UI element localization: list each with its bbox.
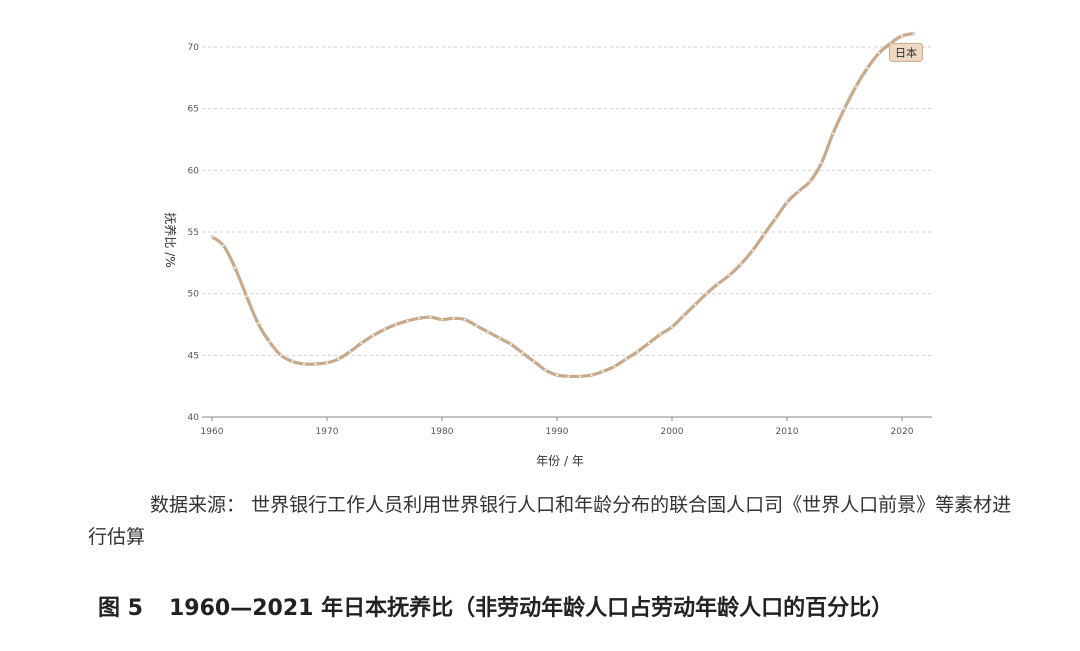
- data-point-1964: [256, 322, 260, 325]
- data-point-2021: [912, 32, 915, 35]
- data-point-1961: [222, 244, 225, 247]
- data-point-1999: [659, 333, 662, 336]
- data-point-2000: [670, 325, 674, 329]
- x-tick-label-1970: 1970: [316, 427, 339, 437]
- data-point-1987: [521, 351, 524, 354]
- series-layer: [210, 31, 916, 379]
- data-point-2014: [831, 132, 835, 135]
- x-tick-label-1990: 1990: [546, 427, 569, 437]
- data-point-1967: [291, 360, 294, 363]
- data-point-1994: [601, 370, 605, 373]
- data-point-1979: [429, 316, 432, 319]
- source-text: 世界银行工作人员利用世界银行人口和年龄分布的联合国人口司《世界人口前景》等素材进…: [88, 494, 1012, 548]
- data-point-1978: [417, 317, 421, 320]
- data-point-1972: [348, 350, 352, 353]
- data-point-1991: [567, 375, 570, 378]
- data-point-1986: [509, 343, 513, 346]
- dependency-ratio-chart: 40 45 50 55 60 65 70 1960 1970 1980 1990 2000 2010 20…: [163, 31, 932, 468]
- data-point-1981: [452, 317, 455, 320]
- x-axis-label: 年份 / 年: [536, 454, 584, 468]
- data-point-1982: [463, 318, 467, 321]
- x-tick-label-2000: 2000: [661, 427, 684, 437]
- data-point-1995: [613, 365, 616, 368]
- data-point-1992: [578, 375, 582, 378]
- data-point-1975: [383, 328, 386, 331]
- data-point-2006: [739, 262, 743, 266]
- x-tick-label-1980: 1980: [431, 427, 454, 437]
- series-label-box: [889, 42, 923, 62]
- figure-title: 1960—2021 年日本抚养比（非劳动年龄人口占劳动年龄人口的百分比）: [168, 596, 894, 621]
- data-point-1960: [210, 235, 214, 239]
- data-point-1968: [302, 362, 306, 366]
- data-point-2010: [785, 201, 789, 204]
- data-point-1983: [475, 324, 478, 327]
- data-point-1985: [498, 336, 501, 340]
- data-point-1965: [268, 340, 271, 343]
- series-line-0: [210, 31, 916, 379]
- data-point-2005: [728, 274, 731, 277]
- data-point-1989: [544, 369, 547, 372]
- y-tick-label-70: 70: [188, 43, 200, 53]
- data-point-1993: [590, 373, 593, 377]
- data-point-1997: [636, 350, 639, 353]
- data-point-2015: [843, 107, 846, 110]
- data-point-1988: [532, 360, 536, 363]
- axis-layer: 40 45 50 55 60 65 70 1960 1970 1980 1990 2000 2010 20…: [188, 43, 932, 437]
- data-point-1971: [337, 357, 340, 361]
- data-point-1996: [624, 357, 628, 361]
- data-point-2002: [693, 303, 697, 306]
- data-point-2020: [900, 34, 904, 38]
- data-point-2011: [797, 190, 800, 193]
- data-point-2012: [808, 180, 812, 183]
- data-point-2003: [705, 292, 708, 295]
- data-point-2008: [762, 233, 766, 236]
- y-tick-label-65: 65: [188, 105, 199, 115]
- data-point-2001: [682, 314, 685, 317]
- data-point-1984: [486, 330, 490, 333]
- data-point-1980: [440, 318, 444, 321]
- data-point-1990: [555, 373, 559, 377]
- data-point-2016: [854, 85, 858, 88]
- data-point-1977: [406, 319, 409, 322]
- x-tick-label-2010: 2010: [776, 427, 799, 437]
- data-point-2018: [877, 52, 881, 55]
- data-point-2004: [716, 282, 720, 285]
- data-point-1963: [245, 295, 248, 298]
- figure-number: 图 5: [98, 596, 143, 621]
- source-label: 数据来源：: [150, 494, 246, 516]
- y-tick-label-55: 55: [188, 228, 199, 238]
- data-point-1966: [279, 354, 283, 357]
- x-tick-label-1960: 1960: [201, 427, 224, 437]
- data-point-2007: [751, 249, 754, 252]
- grid-layer: [202, 46, 932, 356]
- data-point-1976: [394, 323, 398, 326]
- data-point-1969: [314, 362, 317, 366]
- x-tick-label-2020: 2020: [891, 427, 914, 437]
- y-tick-label-60: 60: [188, 166, 200, 176]
- y-tick-label-50: 50: [188, 290, 200, 300]
- data-point-2013: [820, 161, 823, 165]
- series-label-japan: 日本: [895, 45, 917, 59]
- y-axis-label: 抚养比 /%: [163, 212, 178, 267]
- y-tick-label-40: 40: [188, 413, 200, 423]
- data-point-2009: [774, 217, 777, 220]
- y-tick-label-45: 45: [188, 351, 199, 361]
- data-point-1973: [360, 341, 363, 345]
- data-point-1974: [371, 334, 375, 337]
- data-point-2017: [866, 66, 869, 70]
- label-layer: 抚养比 /% 日本: [163, 42, 923, 268]
- data-source-note: 数据来源： 世界银行工作人员利用世界银行人口和年龄分布的联合国人口司《世界人口前…: [88, 489, 1018, 553]
- figure-caption: 图 5 1960—2021 年日本抚养比（非劳动年龄人口占劳动年龄人口的百分比）: [88, 590, 1048, 622]
- data-point-1962: [233, 266, 237, 269]
- data-point-1998: [647, 341, 651, 345]
- data-point-1970: [325, 361, 329, 364]
